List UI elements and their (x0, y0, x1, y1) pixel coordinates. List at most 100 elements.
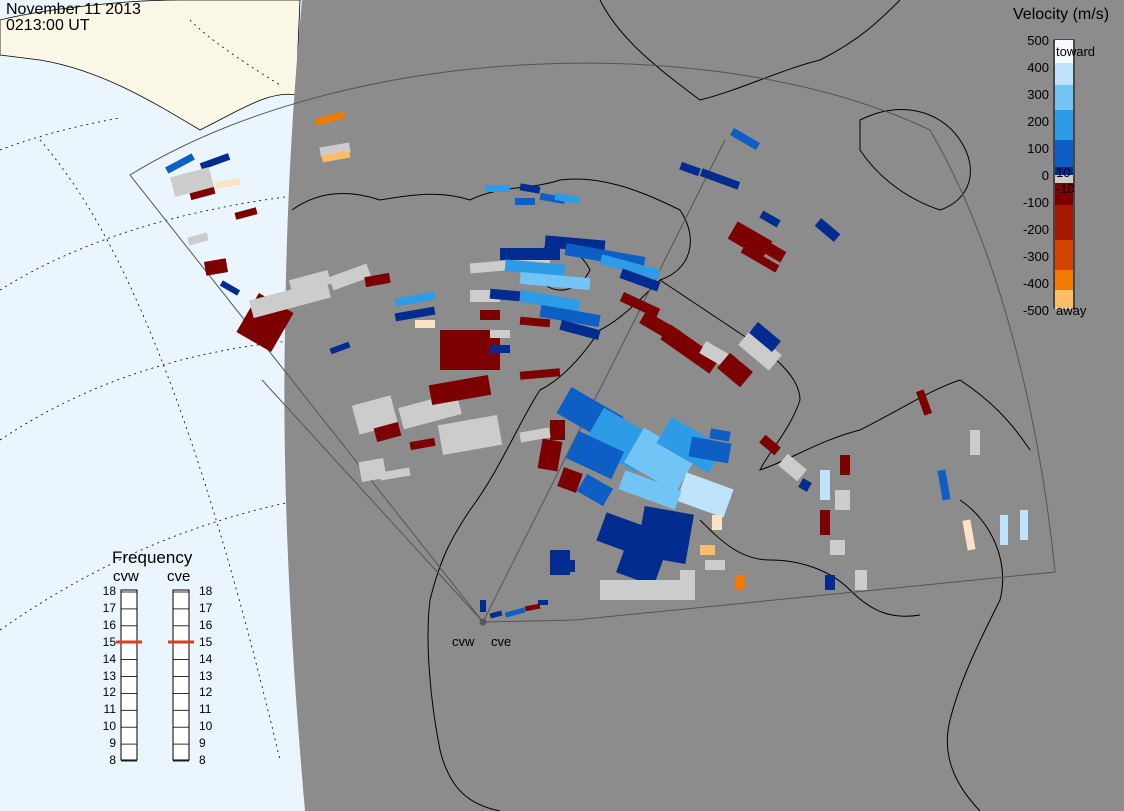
echo-cell (351, 395, 399, 435)
echo-cell (328, 263, 372, 291)
site-label-cve: cve (491, 634, 512, 649)
echo-cell (1000, 515, 1008, 545)
echo-cell (489, 610, 503, 619)
echo-cell (600, 580, 660, 600)
frequency-scale-label: 14 (102, 651, 116, 666)
echo-cell (559, 319, 601, 341)
echo-cell (855, 570, 867, 590)
colorbar-cell (1055, 270, 1073, 290)
echo-cell (219, 280, 241, 296)
colorbar-cell (1055, 290, 1073, 308)
velocity-inner-tick: 10 (1056, 165, 1071, 180)
echo-cell (490, 330, 510, 338)
velocity-colorbar (1053, 39, 1075, 309)
velocity-tick: 0 (1041, 168, 1049, 183)
echo-cell (624, 427, 696, 493)
echo-cell (619, 268, 661, 292)
velocity-tick: -200 (1022, 222, 1049, 237)
echo-cell (490, 345, 510, 353)
echo-cell (820, 510, 830, 535)
echo-cell (319, 142, 351, 158)
echo-cell (830, 540, 845, 555)
echo-cell (428, 374, 492, 406)
velocity-tick: 400 (1027, 60, 1049, 75)
echo-cell (519, 427, 551, 443)
echo-cell (557, 467, 583, 493)
cve-frequency-bar (168, 589, 194, 762)
colorbar-cell (1055, 140, 1073, 167)
echo-cell (717, 352, 753, 388)
echo-cell (524, 603, 541, 612)
echo-cell (539, 192, 566, 205)
colorbar-cell (1055, 85, 1073, 110)
echo-cell (679, 161, 701, 177)
echo-cell (329, 341, 351, 355)
frequency-scale-label: 17 (102, 600, 116, 615)
frequency-scale-label: 9 (109, 736, 116, 751)
frequency-scale-label: 11 (199, 702, 212, 717)
velocity-tick: -400 (1022, 276, 1049, 291)
echo-cell (738, 329, 782, 371)
frequency-scale-label: 18 (102, 584, 116, 598)
velocity-tick: 300 (1027, 87, 1049, 102)
echo-cell (798, 478, 812, 492)
echo-cell (759, 434, 781, 456)
echo-cell (373, 422, 402, 442)
frequency-scale-label: 15 (102, 634, 116, 649)
frequency-radar-name: cve (167, 568, 191, 585)
velocity-tick: 100 (1027, 141, 1049, 156)
frequency-scale-label: 9 (199, 736, 206, 751)
frequency-scale-label: 15 (199, 634, 213, 649)
echo-cell (618, 470, 682, 510)
velocity-scale-title: Velocity (m/s) (1013, 6, 1110, 23)
echo-cell (500, 248, 560, 260)
echo-cell (759, 210, 781, 228)
echo-cell (700, 545, 715, 555)
toward-label: toward (1056, 44, 1096, 59)
velocity-inner-tick: -10 (1056, 181, 1075, 196)
velocity-tick: 200 (1027, 114, 1049, 129)
velocity-tick: -100 (1022, 195, 1049, 210)
echo-cell (599, 254, 661, 280)
echo-cell (555, 560, 575, 572)
velocity-tick: -300 (1022, 249, 1049, 264)
colorbar-cell (1055, 40, 1073, 63)
frequency-scale-label: 10 (102, 719, 116, 734)
echo-cell (165, 153, 195, 174)
echo-cell (554, 192, 581, 205)
echo-cell (840, 455, 850, 475)
frequency-scale-label: 14 (199, 651, 213, 666)
echo-cell (189, 186, 216, 201)
echo-cell (962, 519, 976, 551)
echo-cell (480, 310, 500, 320)
frequency-scale-label: 8 (109, 753, 116, 767)
echo-cell (415, 320, 435, 328)
echo-cell (519, 183, 541, 194)
echo-cell (915, 389, 933, 416)
echo-cell (394, 306, 436, 322)
night-region (284, 0, 1124, 811)
echo-cell (187, 232, 209, 246)
echo-cell (394, 291, 436, 307)
frequency-scale-label: 12 (199, 685, 213, 700)
colorbar-cell (1055, 63, 1073, 85)
radar-site-marker (479, 618, 487, 626)
echo-cell (314, 111, 346, 126)
echo-cell (676, 472, 734, 518)
echo-cell (519, 368, 561, 380)
echo-cell (820, 470, 830, 500)
echo-cell (778, 453, 807, 482)
velocity-tick: 500 (1027, 33, 1049, 48)
frequency-radar-name: cvw (113, 568, 139, 585)
frequency-title: Frequency (112, 548, 193, 567)
echo-cell (688, 436, 732, 464)
echo-cell (538, 600, 548, 605)
echo-cell (203, 258, 229, 276)
echo-cell (504, 259, 566, 277)
frequency-scale-label: 17 (199, 600, 213, 615)
frequency-scale-label: 8 (199, 753, 206, 767)
frequency-scale-label: 13 (199, 668, 213, 683)
echo-cell (519, 271, 591, 291)
colorbar-cell (1055, 205, 1073, 240)
echo-cell (730, 128, 760, 150)
